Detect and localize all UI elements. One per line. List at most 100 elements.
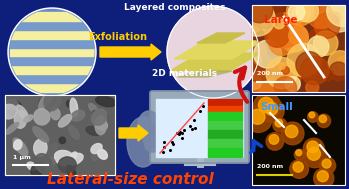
Bar — [208, 121, 242, 130]
Circle shape — [254, 56, 262, 64]
FancyArrow shape — [100, 44, 161, 60]
Ellipse shape — [24, 115, 33, 122]
Circle shape — [303, 144, 327, 168]
Bar — [208, 112, 242, 121]
Ellipse shape — [59, 137, 66, 144]
Bar — [10, 30, 94, 39]
Ellipse shape — [44, 90, 61, 111]
Text: Layered composites: Layered composites — [124, 2, 226, 12]
Ellipse shape — [14, 140, 22, 150]
Ellipse shape — [127, 117, 159, 167]
Ellipse shape — [70, 98, 78, 117]
Circle shape — [289, 26, 308, 45]
Ellipse shape — [96, 96, 116, 107]
Ellipse shape — [35, 154, 52, 174]
Circle shape — [261, 99, 284, 122]
Circle shape — [265, 22, 289, 47]
Circle shape — [262, 17, 278, 33]
Ellipse shape — [36, 157, 55, 170]
Circle shape — [246, 74, 262, 90]
Ellipse shape — [17, 105, 29, 120]
Circle shape — [304, 1, 320, 17]
Circle shape — [309, 112, 315, 118]
Ellipse shape — [71, 110, 85, 121]
Circle shape — [248, 41, 266, 59]
Circle shape — [314, 13, 331, 29]
Bar — [10, 21, 94, 30]
Circle shape — [322, 70, 333, 81]
Ellipse shape — [51, 108, 60, 120]
Circle shape — [244, 52, 273, 82]
Bar — [252, 5, 345, 92]
Ellipse shape — [89, 100, 95, 111]
Circle shape — [253, 93, 281, 121]
Circle shape — [271, 62, 301, 92]
Circle shape — [287, 43, 320, 77]
Text: Small: Small — [260, 102, 293, 112]
Ellipse shape — [54, 150, 75, 166]
Ellipse shape — [39, 91, 53, 109]
Circle shape — [287, 0, 314, 26]
Circle shape — [266, 13, 302, 48]
Circle shape — [254, 40, 282, 68]
Ellipse shape — [67, 153, 83, 165]
Circle shape — [285, 77, 300, 91]
Circle shape — [337, 56, 349, 69]
Ellipse shape — [6, 101, 22, 115]
Circle shape — [303, 138, 324, 159]
Ellipse shape — [44, 142, 53, 161]
Circle shape — [307, 141, 319, 153]
Ellipse shape — [0, 104, 17, 119]
Bar — [156, 99, 243, 157]
Bar — [208, 106, 242, 112]
Circle shape — [266, 57, 297, 89]
Ellipse shape — [68, 125, 79, 139]
Ellipse shape — [31, 162, 44, 176]
Circle shape — [243, 0, 272, 21]
Circle shape — [320, 158, 336, 174]
Bar — [5, 95, 115, 175]
Circle shape — [307, 3, 333, 29]
Circle shape — [296, 0, 319, 22]
Ellipse shape — [96, 120, 107, 130]
Ellipse shape — [143, 126, 159, 148]
Ellipse shape — [49, 143, 57, 158]
Circle shape — [280, 24, 308, 52]
Bar — [10, 83, 94, 92]
Ellipse shape — [66, 100, 74, 108]
Ellipse shape — [5, 100, 18, 110]
Circle shape — [282, 67, 289, 74]
Ellipse shape — [145, 140, 161, 152]
Circle shape — [293, 162, 303, 172]
Circle shape — [329, 62, 348, 81]
Bar — [252, 95, 345, 185]
Ellipse shape — [97, 149, 107, 159]
Ellipse shape — [14, 110, 27, 128]
Circle shape — [314, 168, 334, 188]
Ellipse shape — [66, 152, 77, 167]
Polygon shape — [197, 33, 245, 43]
Bar — [10, 39, 94, 48]
Circle shape — [322, 159, 331, 168]
Bar — [10, 74, 94, 83]
Ellipse shape — [34, 139, 47, 157]
Circle shape — [259, 80, 279, 100]
Ellipse shape — [91, 143, 102, 153]
Circle shape — [8, 8, 96, 96]
Circle shape — [317, 114, 331, 128]
Text: Lateral-size control: Lateral-size control — [47, 171, 213, 187]
Circle shape — [269, 30, 295, 55]
Ellipse shape — [34, 108, 50, 125]
Ellipse shape — [91, 152, 98, 161]
Circle shape — [250, 109, 265, 124]
Circle shape — [167, 6, 259, 98]
Text: 200 nm: 200 nm — [257, 71, 283, 76]
Bar — [208, 139, 242, 148]
Text: 1 μm: 1 μm — [13, 155, 31, 160]
Circle shape — [317, 171, 328, 182]
Circle shape — [330, 12, 341, 23]
Bar — [252, 5, 345, 92]
Ellipse shape — [91, 109, 107, 125]
Circle shape — [308, 36, 329, 57]
Circle shape — [307, 112, 318, 122]
